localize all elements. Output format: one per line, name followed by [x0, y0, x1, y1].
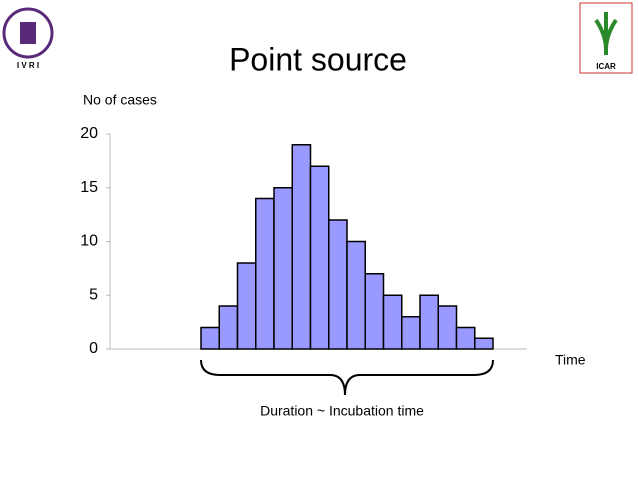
y-tick-label: 10 [80, 233, 98, 250]
bar [291, 144, 312, 350]
bar [200, 326, 220, 350]
bar [218, 305, 239, 350]
bar [346, 240, 366, 350]
bar [273, 187, 293, 350]
x-axis-label: Time [555, 352, 586, 368]
bar [401, 316, 421, 350]
bar [328, 219, 348, 350]
logo-ring [2, 7, 54, 59]
logo-right: ICAR [579, 2, 633, 74]
chart-title: Point source [229, 41, 407, 77]
bar [309, 165, 330, 350]
bar [455, 326, 476, 350]
y-tick-label: 5 [89, 286, 98, 303]
bar [255, 197, 275, 350]
logo-emblem [594, 12, 618, 55]
bar [437, 305, 458, 350]
bar [382, 294, 403, 350]
logo-emblem [20, 22, 36, 44]
bar [419, 294, 439, 350]
brace [200, 359, 494, 396]
bar [364, 273, 385, 350]
logo-text: I V R I [17, 61, 39, 70]
y-tick-label: 20 [80, 125, 98, 142]
logo-left: I V R I [2, 7, 54, 70]
y-axis-label: No of cases [83, 92, 157, 108]
logo-text: ICAR [596, 62, 616, 71]
annotation: Duration ~ Incubation time [260, 403, 424, 419]
y-tick-label: 15 [80, 179, 98, 196]
y-tick-label: 0 [89, 340, 98, 357]
bar [474, 337, 494, 350]
bar [236, 262, 257, 350]
